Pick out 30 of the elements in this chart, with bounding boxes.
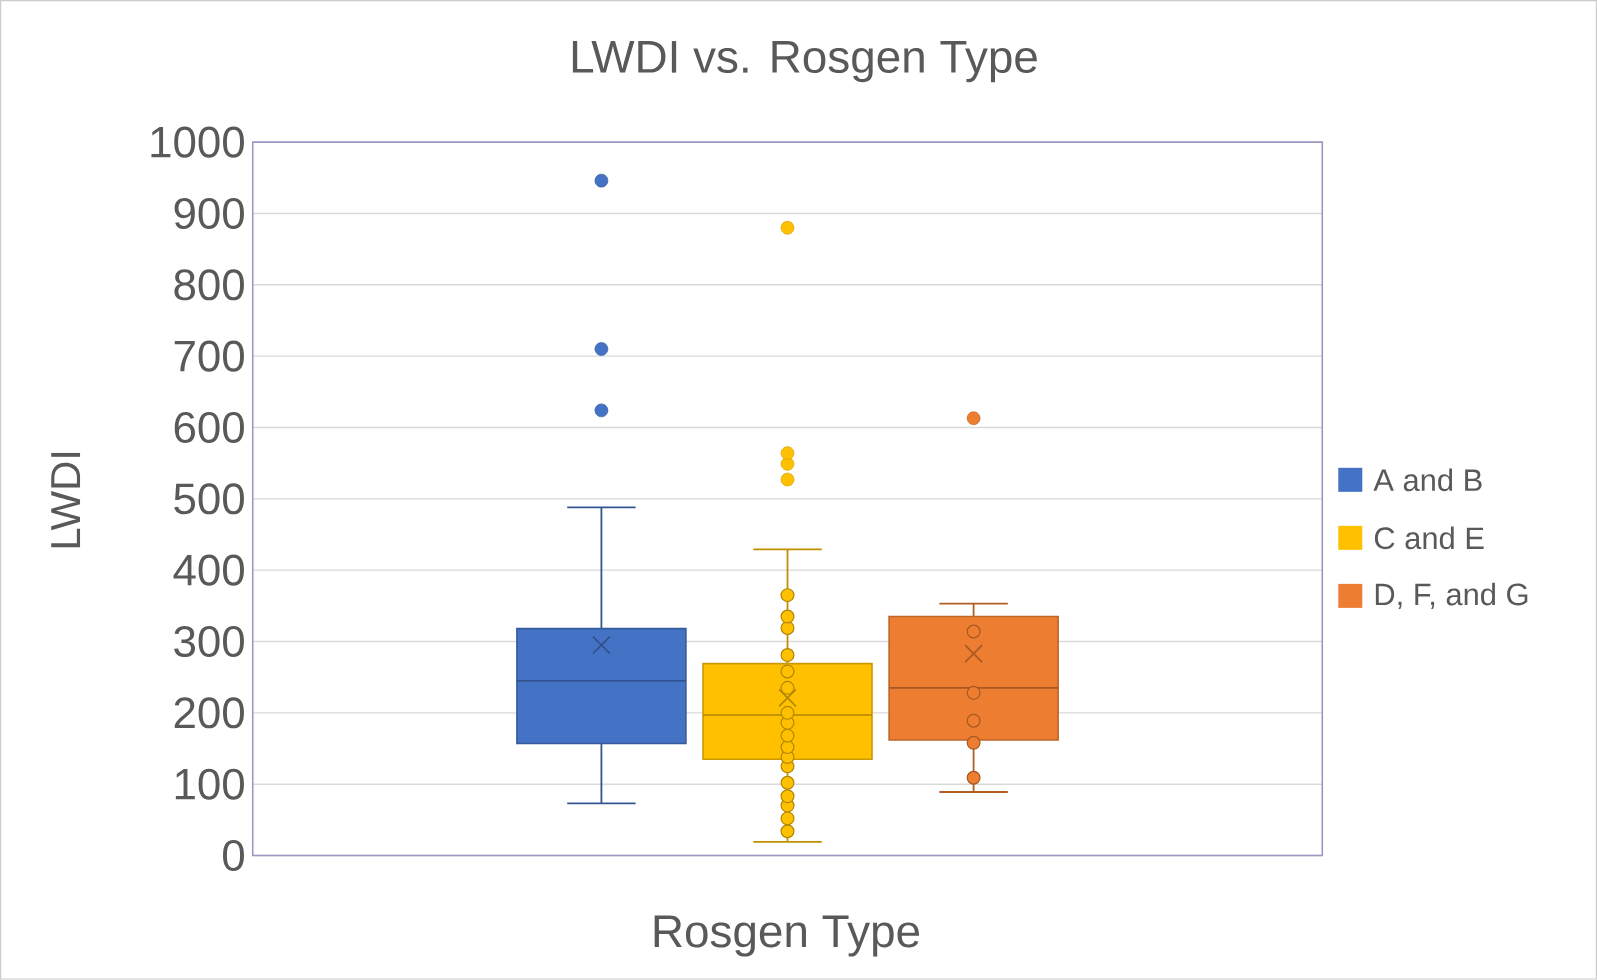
y-tick-label: 700	[174, 340, 244, 372]
point	[780, 775, 795, 790]
y-tick-label: 0	[223, 840, 244, 872]
y-tick-label: 400	[173, 554, 244, 586]
point	[780, 609, 795, 624]
point	[780, 811, 795, 826]
legend-label: A and B	[1373, 468, 1482, 492]
legend-label: D, F, and G	[1375, 582, 1528, 610]
chart-title: LWDI vs. Rosgen Type	[572, 41, 1037, 83]
point	[780, 648, 795, 663]
point	[780, 588, 795, 603]
point	[780, 789, 795, 804]
point	[780, 705, 795, 720]
point	[780, 621, 795, 636]
y-tick-label: 100	[175, 768, 244, 800]
y-tick-label: 500	[174, 483, 244, 515]
x-axis-title: Rosgen Type	[654, 915, 920, 957]
y-tick-label: 600	[174, 412, 244, 444]
y-tick-label: 1000	[151, 126, 244, 158]
y-axis-title: LWDI	[51, 453, 81, 548]
point	[780, 740, 795, 755]
point	[780, 728, 795, 743]
y-tick-label: 900	[174, 198, 244, 230]
y-tick-label: 200	[174, 697, 244, 729]
y-tick-label: 800	[174, 269, 244, 301]
legend-label: C and E	[1374, 526, 1484, 550]
point	[780, 664, 795, 679]
point	[780, 824, 795, 839]
y-tick-label: 300	[174, 626, 244, 658]
point	[780, 681, 795, 696]
